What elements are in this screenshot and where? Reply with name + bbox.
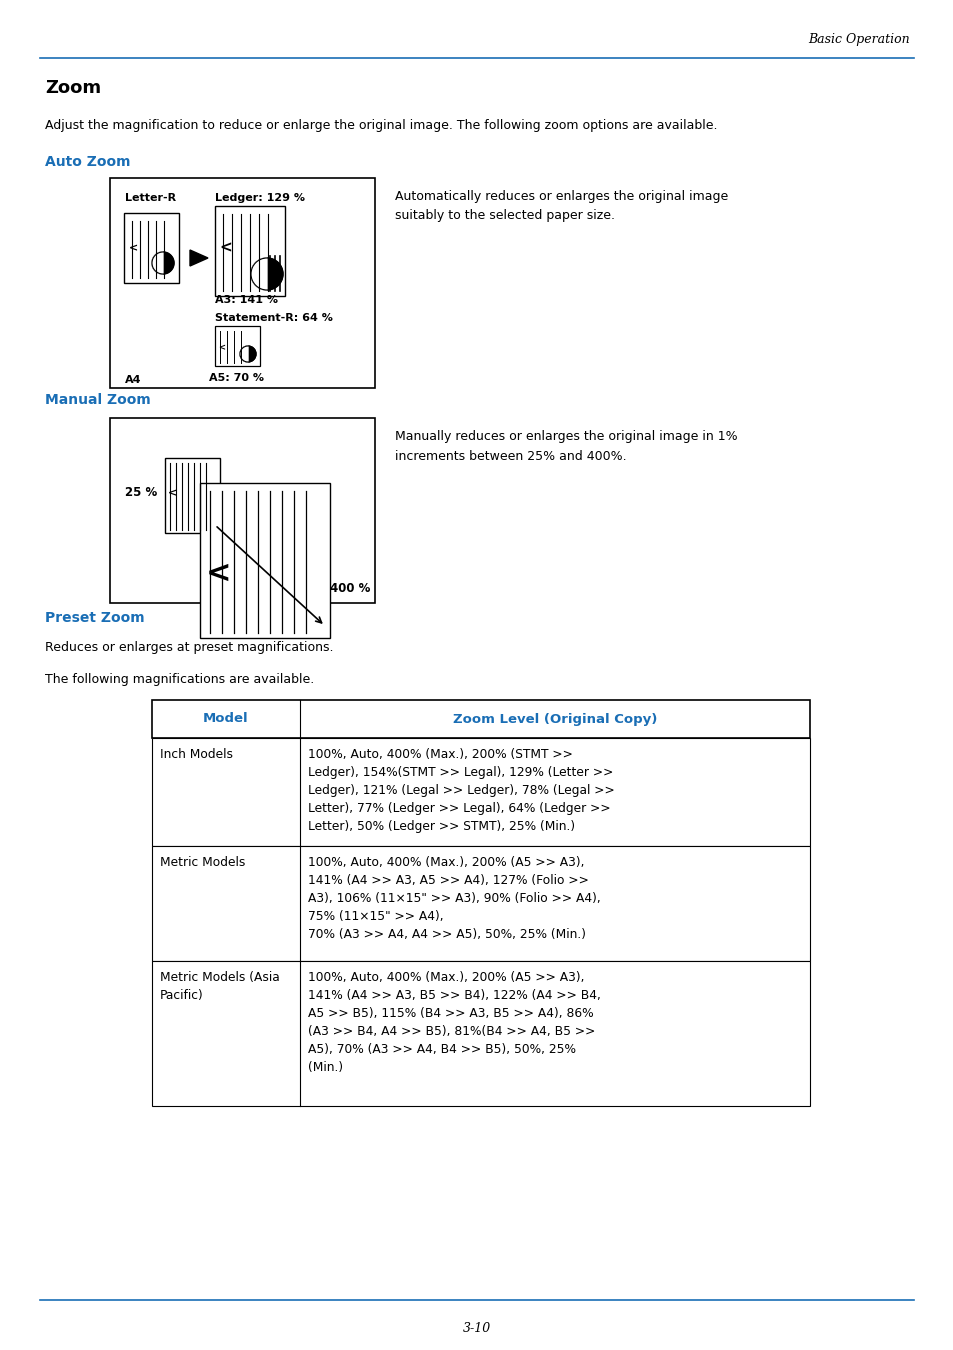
Text: <: < bbox=[206, 559, 232, 587]
Bar bbox=[200, 483, 330, 639]
Text: 100%, Auto, 400% (Max.), 200% (A5 >> A3),
141% (A4 >> A3, A5 >> A4), 127% (Folio: 100%, Auto, 400% (Max.), 200% (A5 >> A3)… bbox=[308, 856, 600, 941]
Text: Zoom: Zoom bbox=[45, 80, 101, 97]
Text: Statement-R: 64 %: Statement-R: 64 % bbox=[214, 313, 333, 323]
Bar bbox=[124, 213, 179, 284]
Text: A4: A4 bbox=[125, 375, 141, 385]
Bar bbox=[214, 207, 285, 296]
Bar bbox=[152, 961, 809, 1106]
Bar bbox=[152, 846, 809, 961]
Text: Adjust the magnification to reduce or enlarge the original image. The following : Adjust the magnification to reduce or en… bbox=[45, 119, 717, 131]
Text: Preset Zoom: Preset Zoom bbox=[45, 612, 145, 625]
Text: Reduces or enlarges at preset magnifications.: Reduces or enlarges at preset magnificat… bbox=[45, 641, 334, 655]
Text: <: < bbox=[129, 243, 138, 252]
Text: Letter-R: Letter-R bbox=[125, 193, 176, 202]
Text: 25 %: 25 % bbox=[125, 486, 157, 500]
Wedge shape bbox=[251, 258, 267, 290]
Polygon shape bbox=[190, 250, 208, 266]
Text: Model: Model bbox=[203, 713, 249, 725]
Text: 400 %: 400 % bbox=[330, 582, 370, 594]
Circle shape bbox=[240, 346, 255, 362]
Text: <: < bbox=[219, 240, 232, 255]
Text: Manually reduces or enlarges the original image in 1%
increments between 25% and: Manually reduces or enlarges the origina… bbox=[395, 431, 737, 463]
Text: 3-10: 3-10 bbox=[462, 1322, 491, 1335]
Bar bbox=[165, 458, 220, 533]
Text: Inch Models: Inch Models bbox=[160, 748, 233, 761]
Text: <: < bbox=[218, 343, 225, 352]
Wedge shape bbox=[240, 346, 248, 362]
Bar bbox=[152, 701, 809, 738]
Wedge shape bbox=[152, 252, 163, 274]
Text: <: < bbox=[168, 487, 177, 498]
Bar bbox=[214, 325, 260, 366]
Text: Zoom Level (Original Copy): Zoom Level (Original Copy) bbox=[453, 713, 657, 725]
Circle shape bbox=[152, 252, 173, 274]
Text: Auto Zoom: Auto Zoom bbox=[45, 155, 131, 169]
Text: Metric Models: Metric Models bbox=[160, 856, 245, 869]
Text: Ledger: 129 %: Ledger: 129 % bbox=[214, 193, 305, 202]
Text: Automatically reduces or enlarges the original image
suitably to the selected pa: Automatically reduces or enlarges the or… bbox=[395, 190, 727, 223]
Text: The following magnifications are available.: The following magnifications are availab… bbox=[45, 674, 314, 687]
Bar bbox=[110, 178, 375, 387]
Text: 100%, Auto, 400% (Max.), 200% (STMT >>
Ledger), 154%(STMT >> Legal), 129% (Lette: 100%, Auto, 400% (Max.), 200% (STMT >> L… bbox=[308, 748, 614, 833]
Text: A3: 141 %: A3: 141 % bbox=[214, 296, 277, 305]
Text: A5: 70 %: A5: 70 % bbox=[210, 373, 264, 383]
Bar bbox=[152, 738, 809, 846]
Bar bbox=[110, 418, 375, 603]
Text: Basic Operation: Basic Operation bbox=[807, 34, 909, 46]
Text: Manual Zoom: Manual Zoom bbox=[45, 393, 151, 406]
Circle shape bbox=[251, 258, 283, 290]
Text: 100%, Auto, 400% (Max.), 200% (A5 >> A3),
141% (A4 >> A3, B5 >> B4), 122% (A4 >>: 100%, Auto, 400% (Max.), 200% (A5 >> A3)… bbox=[308, 971, 600, 1075]
Text: Metric Models (Asia
Pacific): Metric Models (Asia Pacific) bbox=[160, 971, 279, 1002]
